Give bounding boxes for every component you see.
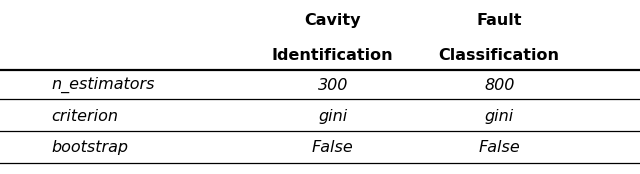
Text: gini: gini	[484, 109, 514, 124]
Text: False: False	[478, 140, 520, 155]
Text: False: False	[312, 140, 354, 155]
Text: n_estimators: n_estimators	[51, 77, 155, 93]
Text: 800: 800	[484, 78, 515, 93]
Text: Classification: Classification	[438, 48, 560, 63]
Text: bootstrap: bootstrap	[51, 140, 128, 155]
Text: 300: 300	[317, 78, 348, 93]
Text: gini: gini	[318, 109, 348, 124]
Text: Cavity: Cavity	[305, 13, 361, 28]
Text: Fault: Fault	[476, 13, 522, 28]
Text: criterion: criterion	[51, 109, 118, 124]
Text: Identification: Identification	[272, 48, 394, 63]
